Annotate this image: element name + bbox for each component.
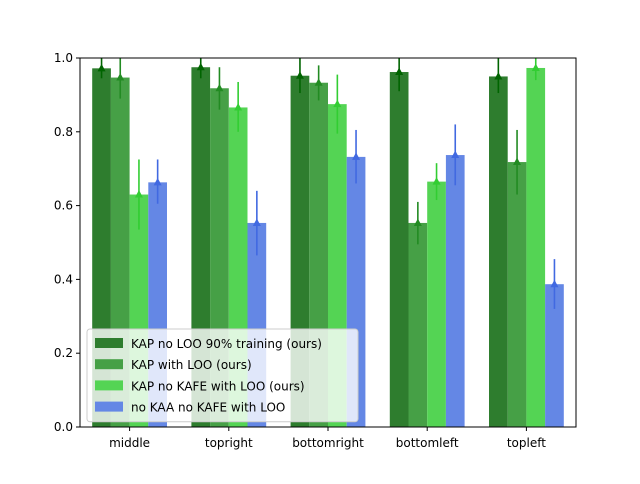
legend-swatch — [95, 338, 123, 348]
x-tick-label: topleft — [507, 436, 546, 450]
y-tick-label: 0.0 — [54, 420, 73, 434]
y-tick-label: 0.8 — [54, 125, 73, 139]
mean-marker — [234, 102, 243, 111]
y-tick-label: 0.6 — [54, 199, 73, 213]
legend-swatch — [95, 401, 123, 412]
legend-label: KAP with LOO (ours) — [131, 358, 252, 372]
mean-marker — [451, 150, 460, 159]
mean-marker — [314, 78, 323, 86]
mean-marker — [333, 99, 342, 108]
mean-marker — [550, 279, 559, 288]
y-tick-label: 0.2 — [54, 346, 73, 360]
error-bars-layer — [97, 58, 559, 309]
mean-marker — [395, 67, 404, 76]
mean-marker — [116, 73, 125, 81]
x-tick-label: bottomright — [292, 436, 364, 450]
bar — [427, 181, 446, 427]
mean-marker — [513, 157, 522, 166]
y-tick-label: 1.0 — [54, 51, 73, 65]
bar — [526, 67, 546, 428]
mean-marker — [252, 218, 261, 226]
bar — [389, 72, 409, 428]
mean-marker — [196, 62, 205, 71]
x-tick-label: middle — [109, 436, 150, 450]
legend-label: KAP no LOO 90% training (ours) — [131, 337, 322, 351]
bar — [489, 76, 508, 427]
x-tick-label: bottomleft — [396, 436, 459, 450]
mean-marker — [531, 63, 540, 71]
mean-marker — [134, 190, 143, 198]
x-axis: middle topright bottomright bottomleft tople… — [109, 427, 546, 450]
mean-marker — [295, 71, 304, 79]
bar — [507, 162, 527, 427]
mean-marker — [494, 71, 503, 80]
legend-label: no KAA no KAFE with LOO — [131, 401, 285, 415]
y-tick-label: 0.4 — [54, 272, 73, 286]
legend-label: KAP no KAFE with LOO (ours) — [131, 379, 305, 393]
legend-swatch — [95, 359, 123, 370]
legend-swatch — [95, 380, 123, 391]
x-tick-label: topright — [205, 436, 253, 450]
y-axis: 0.0 0.2 0.4 0.6 0.8 1.0 — [54, 51, 80, 434]
mean-marker — [215, 83, 224, 92]
bar — [408, 222, 428, 427]
mean-marker — [432, 177, 441, 185]
mean-marker — [413, 218, 422, 226]
legend-box — [86, 328, 359, 423]
mean-marker — [153, 177, 162, 186]
mean-marker — [352, 152, 361, 160]
mean-marker — [97, 63, 106, 72]
legend: KAP no LOO 90% training (ours) KAP with L… — [86, 328, 359, 423]
bar — [545, 284, 564, 427]
bar — [445, 155, 465, 428]
